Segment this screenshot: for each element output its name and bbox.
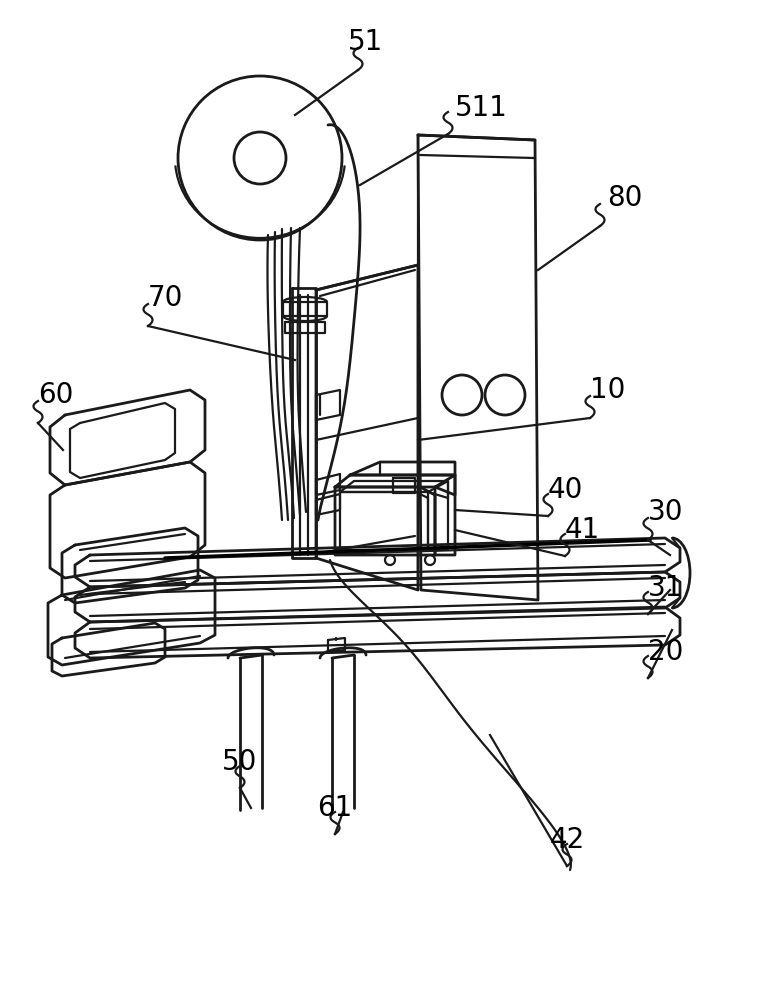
Text: 42: 42	[550, 826, 584, 854]
Text: 20: 20	[648, 638, 683, 666]
Text: 41: 41	[565, 516, 601, 544]
Text: 511: 511	[455, 94, 508, 122]
Text: 70: 70	[148, 284, 183, 312]
Text: 40: 40	[548, 476, 584, 504]
Text: 30: 30	[648, 498, 683, 526]
Text: 60: 60	[38, 381, 73, 409]
Text: 50: 50	[223, 748, 257, 776]
Text: 80: 80	[607, 184, 642, 212]
Text: 10: 10	[590, 376, 625, 404]
Text: 31: 31	[648, 574, 683, 602]
Text: 51: 51	[347, 28, 383, 56]
Text: 61: 61	[318, 794, 352, 822]
